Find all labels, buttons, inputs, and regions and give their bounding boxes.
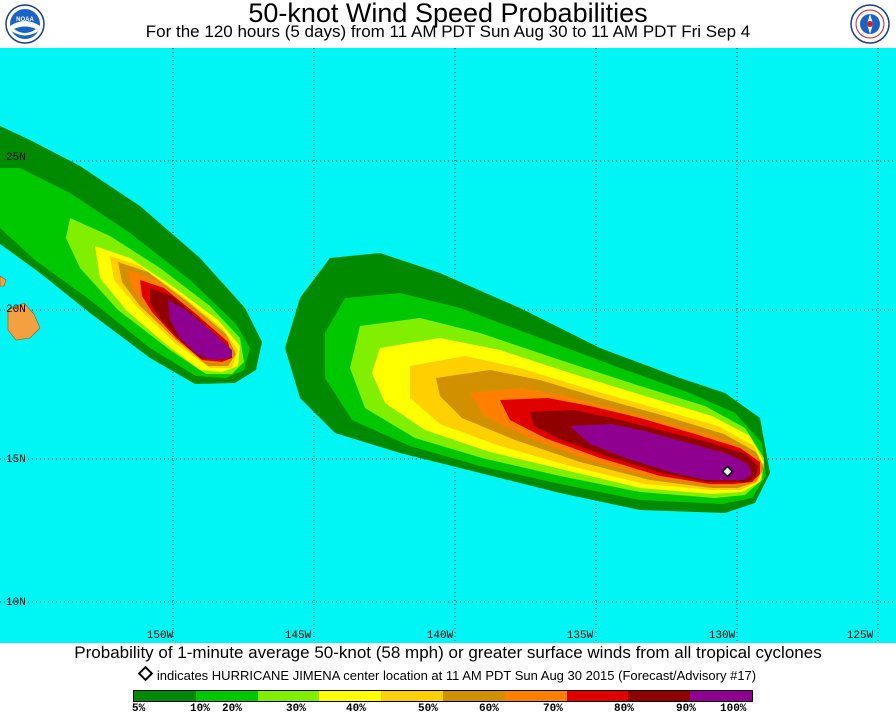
page-subtitle: For the 120 hours (5 days) from 11 AM PD… [145, 22, 751, 41]
island-maui [0, 275, 7, 287]
swath-west-90 [168, 300, 232, 360]
nws-logo-icon [850, 4, 890, 44]
swath-east-90 [570, 424, 752, 480]
storm-center-diamond [721, 465, 734, 478]
legend-labels: 5% 10% 20% 30% 40% 50% 60% 70% 80% 90% 1… [0, 703, 896, 716]
legend-label: 100% [720, 703, 747, 715]
probability-legend-bar [133, 690, 753, 702]
probability-map: 25N 20N 15N 10N 150W 145W 140W 135W 130W… [0, 48, 896, 643]
legend-swatch-40-50 [381, 691, 443, 701]
legend-swatch-70-80 [566, 691, 629, 701]
legend-label: 60% [479, 703, 499, 715]
legend-swatch-60-70 [504, 691, 567, 701]
lat-label: 10N [6, 597, 26, 609]
lon-label: 125W [847, 630, 874, 642]
legend-swatch-30-40 [319, 691, 382, 701]
lon-label: 140W [427, 630, 454, 642]
diamond-icon [137, 665, 154, 682]
center-location-note: indicates HURRICANE JIMENA center locati… [0, 665, 896, 683]
noaa-logo-icon: NOAA [5, 4, 45, 44]
lat-label: 25N [6, 152, 26, 164]
lat-labels: 25N 20N 15N 10N [6, 152, 26, 609]
lon-labels: 150W 145W 140W 135W 130W 125W [147, 630, 874, 642]
hawaii-islands [0, 275, 41, 341]
legend-swatch-80-90 [628, 691, 691, 701]
map-caption: Probability of 1-minute average 50-knot … [74, 643, 822, 662]
lat-label: 15N [6, 454, 26, 466]
legend-label: 70% [543, 703, 563, 715]
island-big-island [7, 302, 41, 341]
svg-text:NOAA: NOAA [16, 17, 34, 23]
lon-label: 130W [709, 630, 736, 642]
legend-label: 20% [222, 703, 242, 715]
lon-label: 135W [567, 630, 594, 642]
legend-swatch-5-10 [134, 691, 196, 701]
legend-label: 50% [418, 703, 438, 715]
probability-swath-west [0, 126, 262, 384]
legend-swatch-90-100 [690, 691, 752, 701]
legend-swatch-50-60 [442, 691, 505, 701]
lon-label: 145W [285, 630, 312, 642]
legend-label: 40% [346, 703, 366, 715]
legend-label: 80% [614, 703, 634, 715]
storm-center-marker [721, 465, 734, 478]
page-title: 50-knot Wind Speed Probabilities [248, 0, 648, 28]
lon-label: 150W [147, 630, 174, 642]
legend-swatch-10-20 [195, 691, 258, 701]
legend-label: 10% [190, 703, 210, 715]
legend-label: 90% [676, 703, 696, 715]
legend-label: 5% [132, 703, 146, 715]
legend-swatch-20-30 [257, 691, 320, 701]
legend-label: 30% [286, 703, 306, 715]
probability-swath-east [285, 253, 770, 513]
center-location-text: indicates HURRICANE JIMENA center locati… [156, 668, 757, 683]
lat-label: 20N [6, 304, 26, 316]
header: NOAA 50-knot Wind Speed Probabilities Fo… [0, 0, 896, 48]
